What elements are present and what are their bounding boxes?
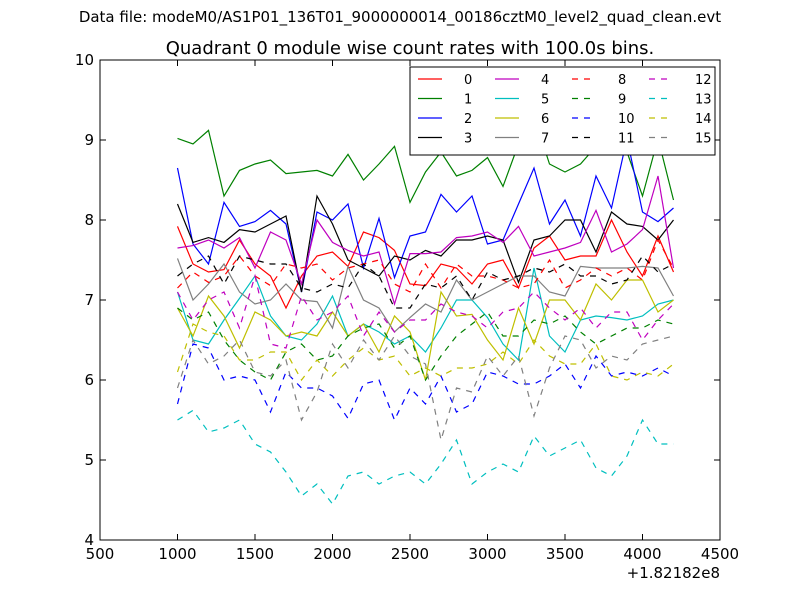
legend-label-2: 2: [464, 112, 472, 127]
y-tick-label: 8: [84, 211, 94, 229]
legend-box: [409, 66, 716, 156]
series-line-3: [176, 194, 674, 293]
legend-label-1: 1: [464, 93, 472, 108]
x-tick-label: 4500: [701, 545, 739, 563]
series-line-15: [176, 334, 674, 441]
x-tick-label: 500: [86, 545, 115, 563]
series-line-14: [176, 323, 674, 382]
legend-label-12: 12: [695, 73, 712, 88]
y-tick-label: 6: [84, 371, 94, 389]
axis-ticks: 500 1000 1500 2000 2500 3000 3500 4000 4500 4 5 6 7 8…: [75, 51, 739, 563]
x-tick-label: 3000: [468, 545, 506, 563]
legend-label-11: 11: [618, 132, 635, 147]
x-tick-label: 1000: [158, 545, 196, 563]
series-line-13: [177, 409, 674, 506]
y-tick-label: 4: [84, 531, 94, 549]
y-tick-label: 5: [84, 451, 94, 469]
x-tick-label: 1500: [236, 545, 274, 563]
y-tick-label: 7: [84, 291, 94, 309]
series-line-0: [176, 218, 675, 310]
legend-label-14: 14: [695, 112, 712, 127]
legend-label-0: 0: [464, 73, 472, 88]
legend-label-13: 13: [695, 93, 712, 108]
series-lines: [176, 114, 675, 506]
series-line-11: [177, 255, 674, 309]
series-line-5: [176, 267, 674, 362]
y-tick-label: 9: [84, 131, 94, 149]
legend-label-10: 10: [618, 112, 635, 127]
x-tick-label: 3500: [546, 545, 584, 563]
legend-label-5: 5: [541, 93, 549, 108]
legend-label-8: 8: [618, 73, 626, 88]
legend-label-7: 7: [541, 132, 549, 147]
legend-label-6: 6: [541, 112, 549, 127]
legend-label-9: 9: [618, 93, 626, 108]
legend-label-4: 4: [541, 73, 549, 88]
series-line-7: [176, 258, 675, 333]
series-line-2: [176, 138, 674, 293]
x-tick-label: 2500: [391, 545, 429, 563]
y-tick-label: 10: [75, 51, 94, 69]
series-line-10: [176, 343, 674, 422]
x-tick-label: 4000: [623, 545, 661, 563]
x-axis-offset-label: +1.82182e8: [627, 564, 720, 582]
legend-label-15: 15: [695, 132, 712, 147]
series-line-4: [177, 175, 675, 307]
chart-title: Quadrant 0 module wise count rates with …: [166, 38, 655, 59]
series-line-12: [176, 273, 674, 349]
x-tick-label: 2000: [313, 545, 351, 563]
legend-label-3: 3: [464, 132, 472, 147]
series-line-9: [177, 307, 674, 382]
figure-suptitle: Data file: modeM0/AS1P01_136T01_90000000…: [78, 8, 722, 26]
series-line-8: [177, 238, 675, 293]
